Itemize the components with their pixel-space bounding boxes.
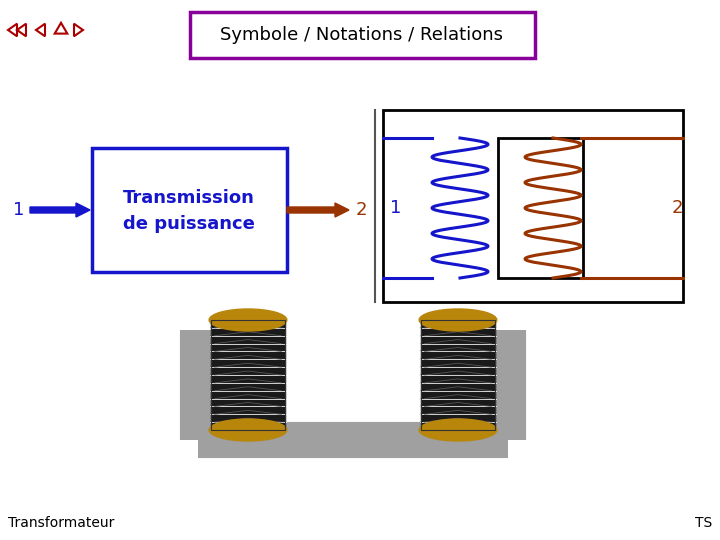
Bar bbox=[421, 320, 495, 430]
Ellipse shape bbox=[419, 309, 497, 331]
Text: TS: TS bbox=[695, 516, 712, 530]
Text: Transmission: Transmission bbox=[123, 189, 255, 207]
Ellipse shape bbox=[209, 309, 287, 331]
Bar bbox=[211, 320, 285, 430]
Text: de puissance: de puissance bbox=[123, 215, 255, 233]
FancyArrow shape bbox=[287, 203, 349, 217]
Bar bbox=[383, 110, 683, 302]
Text: 1: 1 bbox=[13, 201, 24, 219]
Text: 2: 2 bbox=[356, 201, 367, 219]
Text: 1: 1 bbox=[390, 199, 401, 217]
Ellipse shape bbox=[209, 419, 287, 441]
Text: 2: 2 bbox=[672, 199, 683, 217]
Bar bbox=[190, 12, 535, 58]
Bar bbox=[92, 148, 287, 272]
Bar bbox=[498, 138, 583, 278]
Bar bbox=[421, 320, 495, 430]
Ellipse shape bbox=[419, 419, 497, 441]
Text: Transformateur: Transformateur bbox=[8, 516, 114, 530]
Bar bbox=[211, 320, 285, 430]
FancyArrow shape bbox=[30, 203, 90, 217]
Text: Symbole / Notations / Relations: Symbole / Notations / Relations bbox=[220, 26, 503, 44]
